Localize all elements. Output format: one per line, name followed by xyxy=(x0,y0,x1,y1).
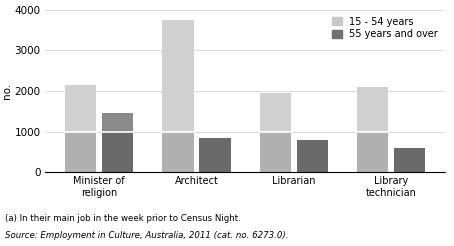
Bar xyxy=(65,132,96,172)
Text: (a) In their main job in the week prior to Census Night.: (a) In their main job in the week prior … xyxy=(5,214,240,223)
Bar xyxy=(102,132,133,172)
Bar xyxy=(260,132,291,172)
Bar xyxy=(297,140,328,172)
Bar xyxy=(102,113,133,132)
Bar xyxy=(394,148,425,172)
Legend: 15 - 54 years, 55 years and over: 15 - 54 years, 55 years and over xyxy=(330,15,440,41)
Bar xyxy=(65,85,96,132)
Text: Source: Employment in Culture, Australia, 2011 (cat. no. 6273.0).: Source: Employment in Culture, Australia… xyxy=(5,231,288,240)
Bar xyxy=(163,20,193,132)
Bar xyxy=(357,87,389,132)
Bar xyxy=(260,93,291,132)
Bar xyxy=(357,132,389,172)
Y-axis label: no.: no. xyxy=(2,83,12,99)
Bar xyxy=(199,138,231,172)
Bar xyxy=(163,132,193,172)
